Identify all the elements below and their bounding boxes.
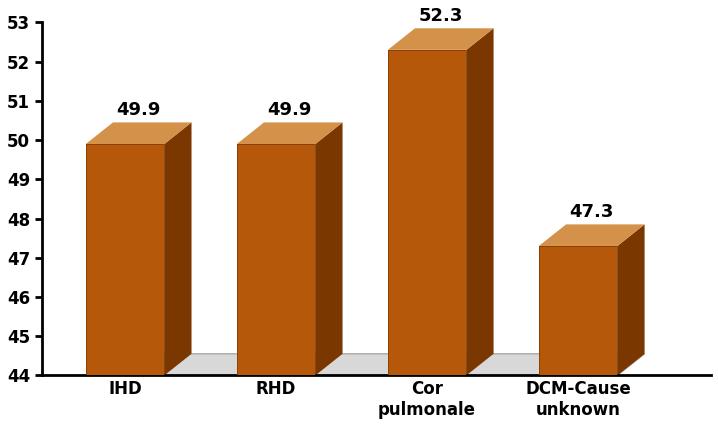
Polygon shape — [85, 122, 192, 144]
Polygon shape — [467, 28, 493, 375]
Polygon shape — [539, 225, 645, 246]
Polygon shape — [85, 354, 645, 375]
Polygon shape — [388, 50, 467, 375]
Text: 47.3: 47.3 — [569, 203, 614, 221]
Polygon shape — [539, 246, 617, 375]
Polygon shape — [164, 122, 192, 375]
Polygon shape — [237, 122, 342, 144]
Polygon shape — [617, 225, 645, 375]
Text: 52.3: 52.3 — [419, 7, 463, 25]
Polygon shape — [388, 28, 493, 50]
Text: 49.9: 49.9 — [268, 101, 312, 119]
Polygon shape — [315, 122, 342, 375]
Polygon shape — [237, 144, 315, 375]
Text: 49.9: 49.9 — [116, 101, 161, 119]
Polygon shape — [85, 144, 164, 375]
